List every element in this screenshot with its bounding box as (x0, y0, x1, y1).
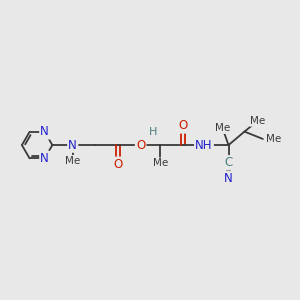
Text: Me: Me (266, 134, 281, 144)
Text: N: N (224, 172, 233, 185)
Text: N: N (40, 152, 49, 165)
Text: H: H (149, 127, 158, 137)
Text: Me: Me (153, 158, 168, 169)
Text: O: O (113, 158, 123, 171)
Text: N: N (68, 139, 77, 152)
Text: Me: Me (250, 116, 266, 126)
Text: C: C (224, 156, 232, 169)
Text: Me: Me (65, 156, 80, 166)
Text: N: N (40, 125, 49, 138)
Text: O: O (178, 119, 188, 133)
Text: O: O (136, 139, 145, 152)
Text: NH: NH (195, 139, 213, 152)
Text: Me: Me (215, 123, 230, 133)
